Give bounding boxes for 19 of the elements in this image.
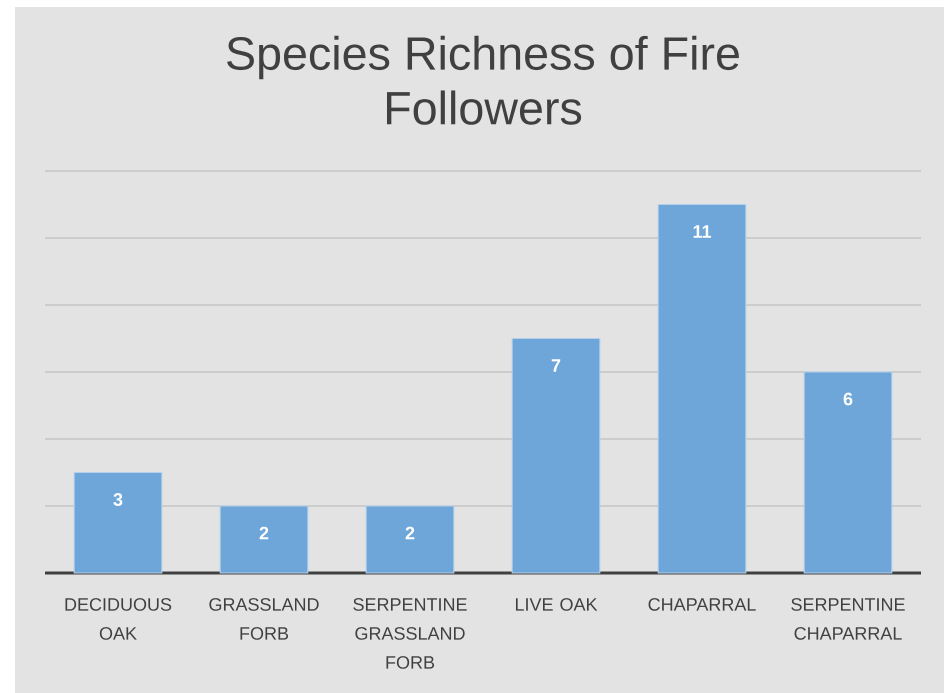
- data-label: 11: [694, 225, 712, 238]
- bar: [220, 505, 308, 574]
- bar: [658, 204, 746, 574]
- x-tick-label: CHAPARRAL: [648, 598, 756, 611]
- bar: [804, 371, 892, 574]
- chart-title: Species Richness of Fire Followers: [227, 36, 739, 125]
- bar: [74, 472, 162, 574]
- data-label: 2: [260, 526, 268, 540]
- x-tick-label: SERPENTINE GRASSLAND FORB: [353, 598, 467, 669]
- bar: [512, 338, 600, 574]
- data-label: 2: [406, 526, 414, 540]
- data-label: 6: [844, 392, 852, 406]
- x-tick-label: SERPENTINE CHAPARRAL: [791, 598, 905, 640]
- x-tick-label: LIVE OAK: [516, 598, 598, 611]
- x-tick-label: GRASSLAND FORB: [209, 598, 319, 640]
- data-label: 3: [113, 493, 122, 506]
- x-tick-label: DECIDUOUS OAK: [65, 598, 172, 640]
- bar: [366, 505, 454, 574]
- data-label: 7: [552, 359, 560, 372]
